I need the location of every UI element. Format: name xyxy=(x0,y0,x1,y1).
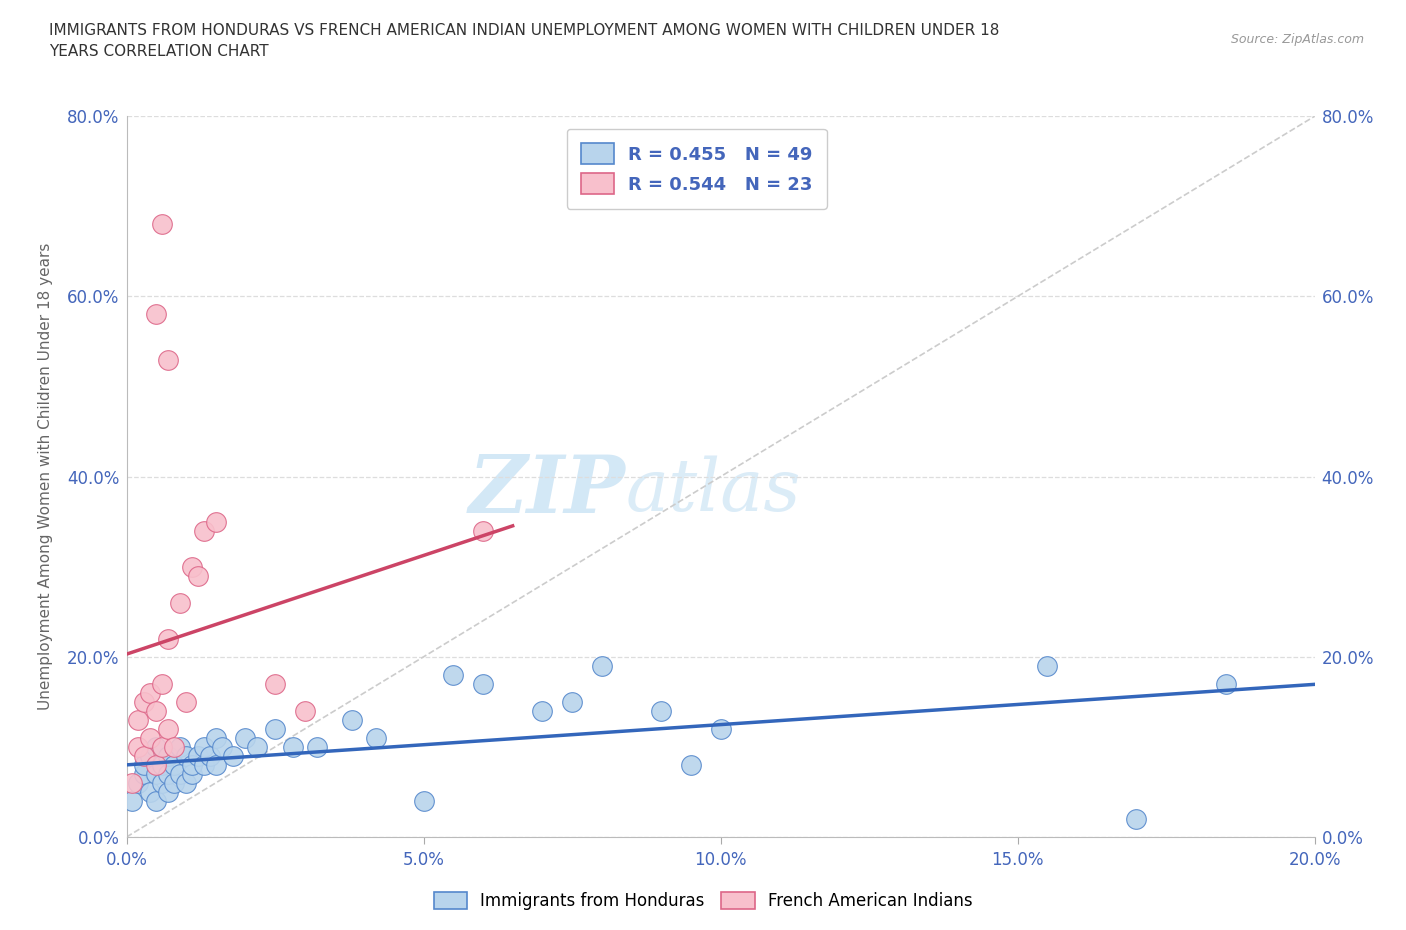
Point xyxy=(139,685,162,700)
Point xyxy=(441,668,464,683)
Point xyxy=(157,749,180,764)
Point xyxy=(121,776,143,790)
Text: ZIP: ZIP xyxy=(468,452,626,530)
Point xyxy=(281,739,304,754)
Point xyxy=(204,514,226,529)
Point xyxy=(187,749,209,764)
Point xyxy=(204,757,226,772)
Point xyxy=(193,757,215,772)
Point xyxy=(187,568,209,583)
Point xyxy=(134,766,156,781)
Point xyxy=(591,658,613,673)
Point xyxy=(1125,812,1147,827)
Point xyxy=(222,749,245,764)
Point xyxy=(163,739,186,754)
Point xyxy=(305,739,328,754)
Point xyxy=(650,703,672,718)
Point xyxy=(169,766,191,781)
Point xyxy=(139,749,162,764)
Point xyxy=(342,712,364,727)
Point xyxy=(127,739,149,754)
Point xyxy=(169,595,191,610)
Point xyxy=(294,703,316,718)
Point xyxy=(531,703,554,718)
Point xyxy=(211,739,233,754)
Point xyxy=(145,766,167,781)
Point xyxy=(134,757,156,772)
Point xyxy=(157,722,180,737)
Point xyxy=(412,793,434,808)
Point xyxy=(472,524,495,538)
Point xyxy=(1215,676,1237,691)
Point xyxy=(204,730,226,745)
Point xyxy=(163,757,186,772)
Point xyxy=(180,766,202,781)
Point xyxy=(679,757,702,772)
Point xyxy=(145,793,167,808)
Point xyxy=(157,785,180,800)
Point xyxy=(364,730,387,745)
Point xyxy=(145,703,167,718)
Point xyxy=(150,776,173,790)
Point xyxy=(121,793,143,808)
Point xyxy=(180,757,202,772)
Point xyxy=(174,749,197,764)
Point xyxy=(193,739,215,754)
Point xyxy=(157,352,180,367)
Point xyxy=(198,749,221,764)
Y-axis label: Unemployment Among Women with Children Under 18 years: Unemployment Among Women with Children U… xyxy=(38,243,53,711)
Point xyxy=(157,631,180,646)
Point xyxy=(1036,658,1059,673)
Point xyxy=(127,776,149,790)
Point xyxy=(134,749,156,764)
Point xyxy=(472,676,495,691)
Point xyxy=(157,766,180,781)
Point xyxy=(139,730,162,745)
Point xyxy=(150,217,173,232)
Point xyxy=(150,757,173,772)
Point xyxy=(264,722,287,737)
Point xyxy=(139,785,162,800)
Point xyxy=(150,676,173,691)
Legend: R = 0.455   N = 49, R = 0.544   N = 23: R = 0.455 N = 49, R = 0.544 N = 23 xyxy=(567,129,827,208)
Text: IMMIGRANTS FROM HONDURAS VS FRENCH AMERICAN INDIAN UNEMPLOYMENT AMONG WOMEN WITH: IMMIGRANTS FROM HONDURAS VS FRENCH AMERI… xyxy=(49,23,1000,60)
Point xyxy=(246,739,269,754)
Point xyxy=(710,722,733,737)
Text: Source: ZipAtlas.com: Source: ZipAtlas.com xyxy=(1230,33,1364,46)
Legend: Immigrants from Honduras, French American Indians: Immigrants from Honduras, French America… xyxy=(427,885,979,917)
Point xyxy=(150,739,173,754)
Point xyxy=(174,695,197,710)
Point xyxy=(193,524,215,538)
Point xyxy=(174,776,197,790)
Point xyxy=(180,559,202,574)
Point xyxy=(163,776,186,790)
Point xyxy=(134,695,156,710)
Point xyxy=(145,739,167,754)
Point xyxy=(264,676,287,691)
Point xyxy=(145,757,167,772)
Point xyxy=(233,730,257,745)
Point xyxy=(169,739,191,754)
Point xyxy=(145,307,167,322)
Point xyxy=(127,712,149,727)
Point xyxy=(561,695,583,710)
Text: atlas: atlas xyxy=(626,456,801,526)
